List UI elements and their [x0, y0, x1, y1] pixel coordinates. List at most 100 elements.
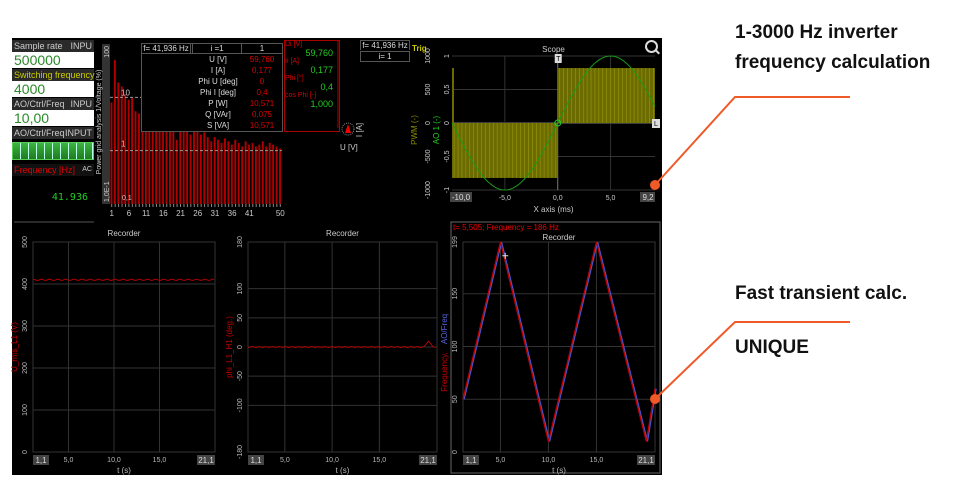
xtick-label: 5,0 [280, 457, 290, 464]
x-axis-label: X axis (ms) [534, 205, 574, 214]
row-value: 0,4 [256, 88, 268, 97]
frequency-label: Frequency [Hz] [14, 165, 76, 175]
xtick-label: 16 [159, 209, 168, 218]
phasor-value: 0,177 [310, 65, 333, 75]
aofreq-line [463, 241, 657, 442]
harmonic-bar [134, 111, 137, 204]
harmonic-bar [144, 118, 147, 204]
scope-title: Scope [542, 45, 565, 54]
harmonic-bar [175, 139, 178, 204]
harmonic-bar [234, 139, 237, 204]
ao-ctrl-freq-slider-control[interactable]: AO/Ctrl/Freq INPUT [12, 127, 94, 160]
xmin-label: -10,0 [452, 193, 471, 202]
trigger-point [554, 119, 562, 127]
sample-rate-input[interactable]: 500000 [12, 52, 94, 68]
y-axis-label-frequency: Frequency, [440, 352, 449, 391]
input-tag: INPU [70, 99, 92, 109]
harmonic-bar [110, 102, 113, 204]
table-row: Phi I [deg] 0,4 [142, 87, 282, 98]
xtick-label: -5,0 [499, 195, 511, 202]
xmin-box [463, 455, 479, 465]
trigger-marker-label: T [556, 56, 561, 63]
harmonic-bar [113, 60, 116, 204]
pwm-tick-label: 500 [425, 84, 432, 96]
xtick-label: 5,0 [496, 457, 506, 464]
switching-frequency-control[interactable]: Switching frequency 4000 [12, 69, 95, 97]
phasor-arrow-icon [345, 124, 351, 133]
ao-ctrl-freq-slider[interactable] [12, 142, 94, 160]
cursor-crosshair-icon [502, 252, 509, 259]
table-header: 1 [241, 44, 282, 53]
ytick-label: 50 [237, 314, 244, 322]
xtick-label: 10,0 [325, 457, 339, 464]
harmonic-bar [227, 141, 230, 204]
ao-ctrl-freq-control[interactable]: AO/Ctrl/Freq INPU 10,00 [12, 98, 94, 126]
level-marker [652, 119, 660, 128]
xmin-label: 1,1 [35, 456, 47, 465]
xtick-label: 1 [109, 209, 114, 218]
harmonic-bar [155, 115, 158, 204]
harmonic-bar [196, 129, 199, 204]
phasor-readouts: Ui [V] 59,760 Ii [A] 0,177 Phi [°] 0,4 cos Phi… [284, 40, 340, 132]
signal-line [32, 278, 215, 281]
phasor-label: cos Phi [-] [285, 92, 317, 99]
annotation-inverter-line1: 1-3000 Hz inverter [735, 22, 898, 43]
xmax-label: 21,1 [638, 456, 654, 465]
ytick-label: 100 [452, 341, 459, 353]
y-axis-band [102, 44, 110, 204]
search-icon[interactable] [645, 40, 658, 53]
harmonic-bar [258, 144, 261, 204]
ao-ctrl-freq-input[interactable]: 10,00 [12, 110, 94, 126]
annotation-unique: UNIQUE [735, 337, 809, 358]
xmax-box [419, 455, 437, 465]
ao-ctrl-freq-slider-label: AO/Ctrl/Freq [14, 128, 65, 138]
ytick-label: 1,0E-1 [104, 181, 111, 202]
switching-frequency-input[interactable]: 4000 [12, 81, 94, 97]
y-axis-label: Power grid analysis 1/Voltage (%) [96, 70, 103, 175]
xtick-label: 11 [142, 209, 151, 218]
x-axis-label: t (s) [117, 466, 131, 475]
harmonic-bar [158, 118, 161, 204]
ytick-label: 500 [22, 236, 29, 248]
harmonic-bar [224, 138, 226, 204]
table-row: Phi U [deg] 0 [142, 76, 282, 87]
row-value: 0,177 [251, 66, 273, 75]
row-label: P [W] [208, 99, 228, 108]
ytick-label: 100 [237, 283, 244, 295]
ytick-label: 199 [452, 236, 459, 248]
harmonic-bar [206, 137, 209, 204]
harmonic-bar [162, 125, 164, 204]
ytick-label: 1 [121, 140, 126, 149]
ytick-label: 300 [22, 320, 29, 332]
harmonic-bar [230, 144, 233, 204]
harmonic-bar [165, 121, 168, 204]
harmonic-bar [193, 125, 195, 204]
harmonic-bar [261, 141, 264, 204]
harmonic-bar [210, 141, 213, 204]
ao-tick-label: 0 [444, 121, 451, 125]
xmax-box [637, 455, 655, 465]
pwm-tick-label: 1000 [425, 48, 432, 64]
ytick-label: -100 [237, 398, 244, 412]
row-value: 0 [259, 77, 265, 86]
harmonic-bar [241, 146, 244, 204]
sample-rate-control[interactable]: Sample rate INPU 500000 [12, 40, 94, 68]
harmonic-bar [148, 117, 151, 204]
annotation-transient: Fast transient calc. [735, 283, 908, 304]
table-row: I [A] 0,177 [142, 65, 282, 76]
signal-line [247, 340, 437, 349]
recorder-title: Recorder [543, 233, 576, 242]
harmonic-bar [124, 94, 127, 204]
xmax-label: 21,1 [198, 456, 214, 465]
table-header: i =1 [192, 44, 241, 53]
xtick-label: 5,0 [606, 195, 616, 202]
phasor-value: 0,4 [320, 82, 333, 92]
harmonic-bar [199, 134, 202, 204]
ytick-label: 0,1 [122, 195, 132, 202]
harmonic-bar [220, 142, 223, 204]
harmonic-bar [275, 146, 278, 204]
